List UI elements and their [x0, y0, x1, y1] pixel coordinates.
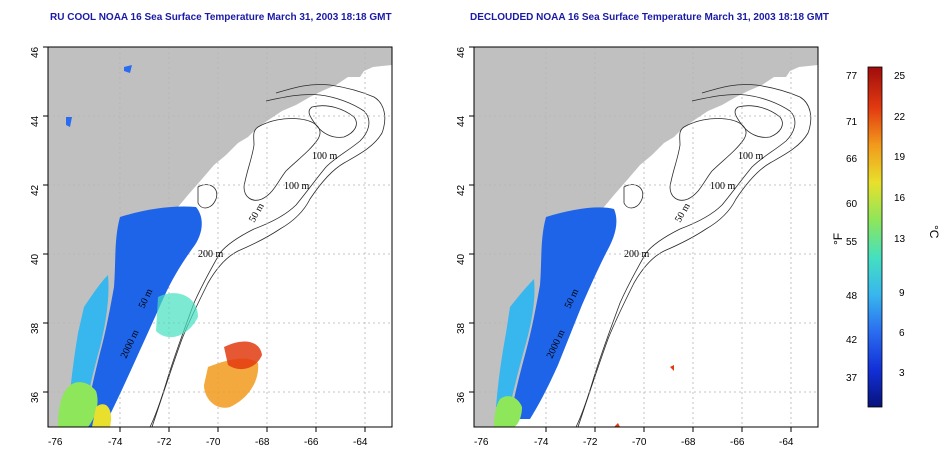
svg-text:71: 71: [846, 117, 858, 128]
svg-text:48: 48: [846, 291, 858, 302]
svg-text:44: 44: [30, 115, 41, 127]
svg-text:42: 42: [456, 184, 467, 196]
land-mass: [474, 47, 818, 427]
land-mass: [48, 47, 392, 427]
svg-text:200 m: 200 m: [198, 249, 224, 260]
fahrenheit-unit-label: °F: [831, 233, 845, 245]
celsius-unit-label: °C: [927, 225, 941, 239]
svg-text:38: 38: [30, 322, 41, 334]
svg-text:100 m: 100 m: [710, 181, 736, 192]
svg-text:-74: -74: [108, 437, 123, 448]
svg-text:-66: -66: [304, 437, 319, 448]
svg-text:-64: -64: [353, 437, 368, 448]
svg-text:42: 42: [30, 184, 41, 196]
sst-map-declouded: 100 m 100 m 50 m 200 m 50 m 2000 m -76 -…: [456, 46, 819, 448]
right-map-title: DECLOUDED NOAA 16 Sea Surface Temperatur…: [470, 12, 830, 23]
map-canvas: 100 m 100 m 50 m 200 m 50 m 2000 m -76 -…: [30, 46, 393, 448]
sst-map-cloudy: 100 m 100 m 50 m 200 m 50 m 2000 m -76 -…: [30, 46, 393, 448]
svg-text:44: 44: [456, 115, 467, 127]
svg-text:66: 66: [846, 154, 858, 165]
svg-text:-68: -68: [681, 437, 696, 448]
svg-text:36: 36: [30, 391, 41, 403]
svg-text:16: 16: [894, 193, 906, 204]
svg-text:77: 77: [846, 71, 858, 82]
left-map-title: RU COOL NOAA 16 Sea Surface Temperature …: [50, 12, 392, 23]
svg-text:22: 22: [894, 112, 906, 123]
svg-text:9: 9: [899, 288, 905, 299]
svg-text:100 m: 100 m: [738, 151, 764, 162]
svg-text:200 m: 200 m: [624, 249, 650, 260]
svg-text:42: 42: [846, 335, 858, 346]
svg-text:13: 13: [894, 234, 906, 245]
svg-text:46: 46: [30, 46, 41, 58]
svg-text:19: 19: [894, 152, 906, 163]
svg-text:46: 46: [456, 46, 467, 58]
svg-text:-72: -72: [157, 437, 172, 448]
svg-text:40: 40: [456, 253, 467, 265]
sst-data-layer: [58, 65, 262, 427]
y-axis-labels: 36 38 40 42 44 46: [456, 46, 467, 403]
svg-text:36: 36: [456, 391, 467, 403]
svg-text:-76: -76: [474, 437, 489, 448]
svg-text:-74: -74: [534, 437, 549, 448]
x-axis-labels: -76 -74 -72 -70 -68 -66 -64: [48, 437, 368, 448]
axis-ticks: [43, 46, 366, 432]
svg-text:100 m: 100 m: [284, 181, 310, 192]
svg-text:100 m: 100 m: [312, 151, 338, 162]
temperature-colorbar: 77 71 66 60 55 48 42 37 25 22 19 16 13 9…: [831, 66, 941, 408]
svg-text:-72: -72: [583, 437, 598, 448]
bathymetry-contours: [575, 84, 812, 428]
svg-text:-70: -70: [632, 437, 647, 448]
svg-text:38: 38: [456, 322, 467, 334]
colorbar-gradient: [867, 66, 883, 408]
svg-text:-68: -68: [255, 437, 270, 448]
svg-text:25: 25: [894, 71, 906, 82]
y-axis-labels: 36 38 40 42 44 46: [30, 46, 41, 403]
x-axis-labels: -76 -74 -72 -70 -68 -66 -64: [474, 437, 794, 448]
svg-text:55: 55: [846, 237, 858, 248]
svg-text:6: 6: [899, 328, 905, 339]
sst-data-layer: [494, 207, 674, 427]
svg-text:40: 40: [30, 253, 41, 265]
celsius-ticks: 25 22 19 16 13 9 6 3: [894, 71, 906, 379]
svg-text:-70: -70: [206, 437, 221, 448]
fahrenheit-ticks: 77 71 66 60 55 48 42 37: [846, 71, 858, 384]
svg-text:37: 37: [846, 373, 858, 384]
map-canvas: 100 m 100 m 50 m 200 m 50 m 2000 m -76 -…: [456, 46, 819, 448]
svg-text:-66: -66: [730, 437, 745, 448]
axis-ticks: [469, 46, 792, 432]
svg-text:-76: -76: [48, 437, 63, 448]
svg-text:60: 60: [846, 199, 858, 210]
svg-text:3: 3: [899, 368, 905, 379]
svg-text:-64: -64: [779, 437, 794, 448]
